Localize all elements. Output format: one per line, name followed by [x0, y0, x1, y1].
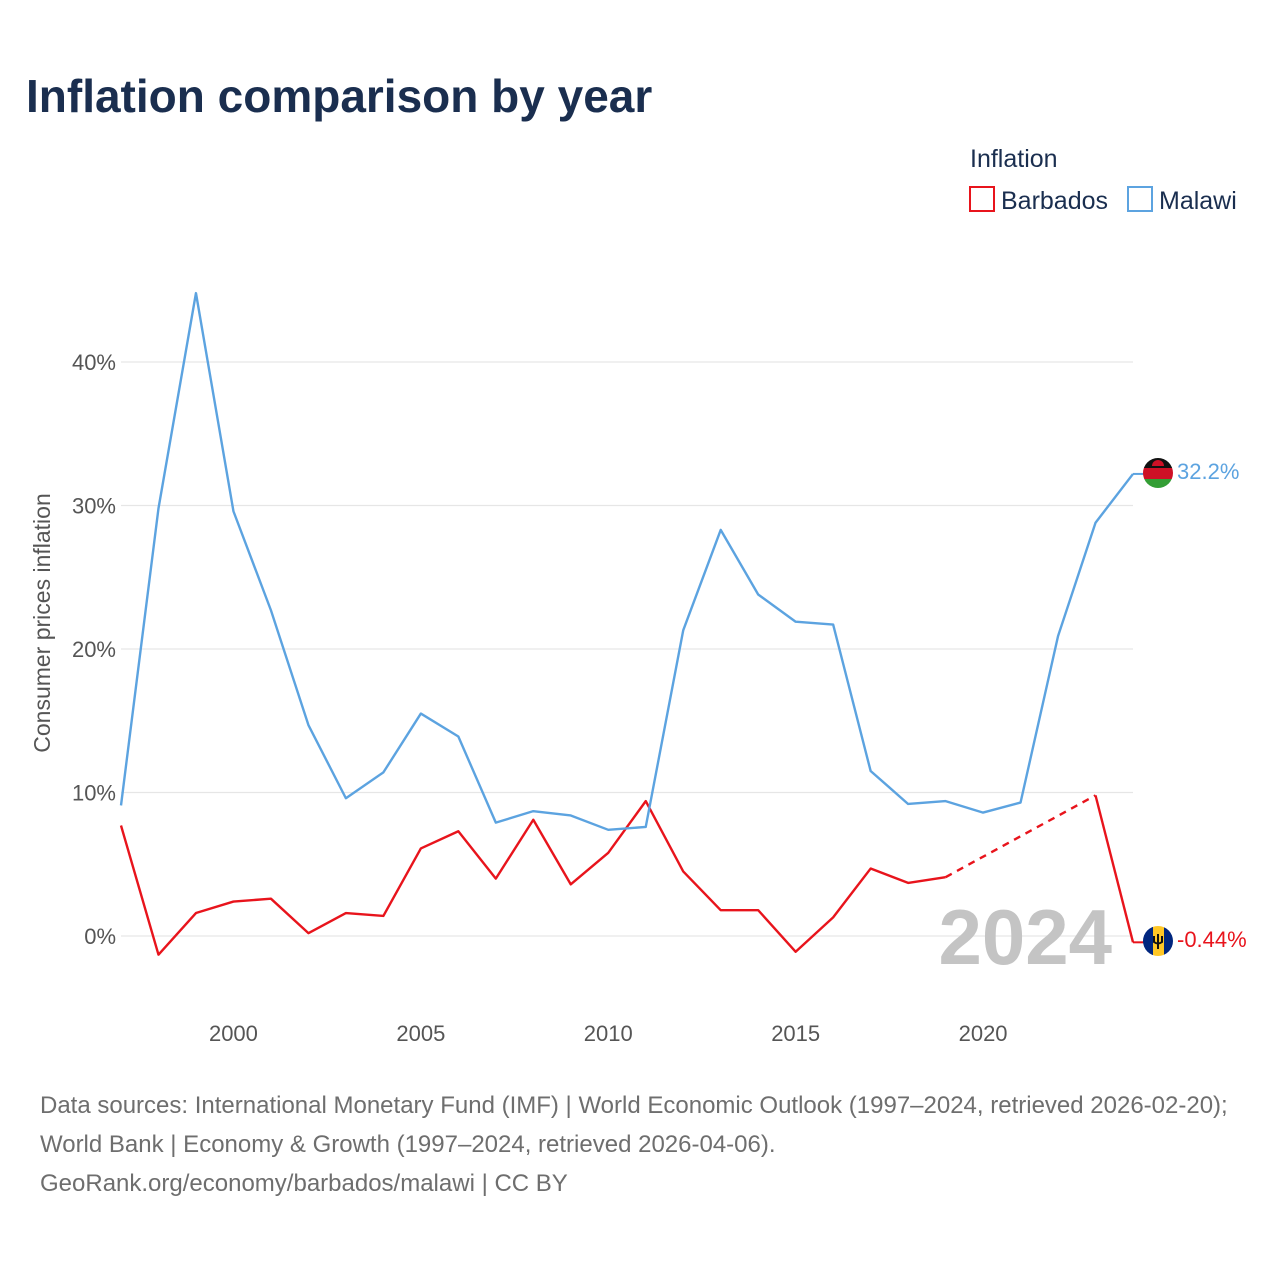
y-tick-label: 20%	[72, 637, 116, 662]
malawi-flag	[1143, 458, 1173, 488]
legend-swatch-malawi	[1127, 186, 1153, 212]
barbados-end-label: -0.44%	[1177, 927, 1247, 952]
legend-label-barbados: Barbados	[1001, 187, 1108, 215]
legend-swatch-barbados	[969, 186, 995, 212]
barbados-flag	[1143, 926, 1173, 956]
x-axis-ticks: 2000 2005 2010 2015 2020	[209, 1021, 1008, 1046]
chart-title: Inflation comparison by year	[26, 70, 652, 122]
legend-label-malawi: Malawi	[1159, 187, 1237, 215]
legend-title: Inflation	[970, 145, 1058, 173]
x-tick-label: 2020	[959, 1021, 1008, 1046]
year-watermark: 2024	[938, 893, 1112, 981]
series-lines	[119, 291, 1145, 956]
legend-item-malawi[interactable]: Malawi	[1127, 186, 1237, 215]
x-tick-label: 2010	[584, 1021, 633, 1046]
x-tick-label: 2005	[396, 1021, 445, 1046]
malawi-line-segment	[119, 291, 1134, 832]
malawi-end-label: 32.2%	[1177, 459, 1239, 484]
legend: Inflation Barbados Malawi	[969, 145, 1237, 215]
y-tick-label: 0%	[84, 924, 116, 949]
y-tick-label: 10%	[72, 781, 116, 806]
x-tick-label: 2015	[771, 1021, 820, 1046]
y-axis-ticks: 0% 10% 20% 30% 40%	[72, 350, 116, 949]
y-tick-label: 40%	[72, 350, 116, 375]
barbados-line-estimated	[945, 794, 1097, 879]
y-axis-title: Consumer prices inflation	[29, 493, 55, 753]
data-sources: Data sources: International Monetary Fun…	[40, 1092, 1228, 1158]
gridlines	[121, 361, 1133, 937]
barbados-line-segment	[119, 799, 946, 956]
y-tick-label: 30%	[72, 494, 116, 519]
footer: Data sources: International Monetary Fun…	[40, 1086, 1250, 1203]
legend-item-barbados[interactable]: Barbados	[969, 186, 1108, 215]
credit-link[interactable]: GeoRank.org/economy/barbados/malawi | CC…	[40, 1170, 568, 1197]
barbados-line-segment	[1094, 795, 1135, 943]
x-tick-label: 2000	[209, 1021, 258, 1046]
